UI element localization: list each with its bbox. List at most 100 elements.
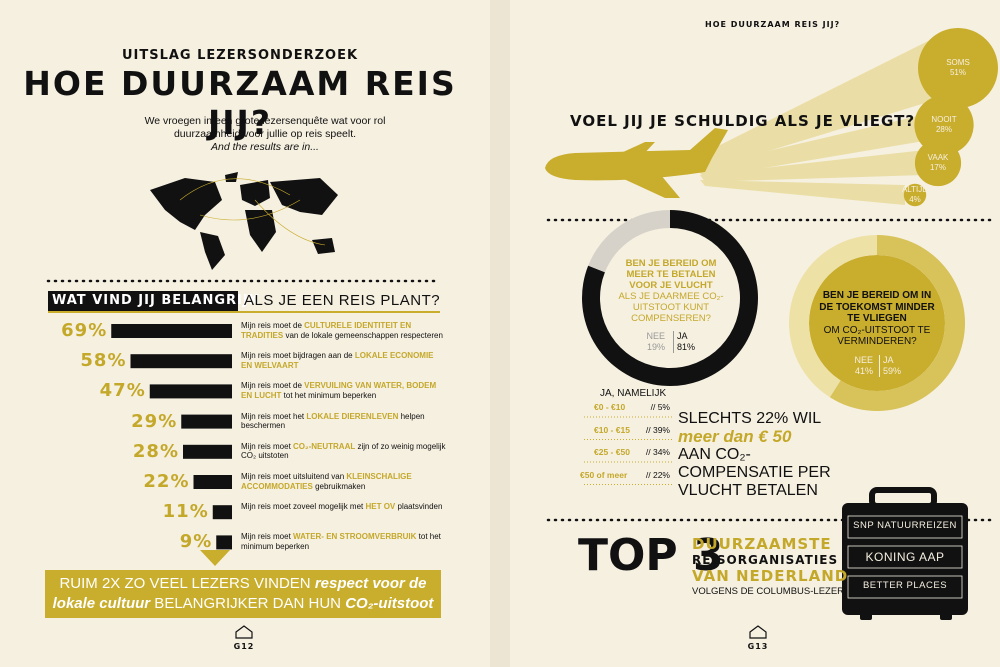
banner — [45, 570, 441, 618]
gutter — [490, 0, 510, 667]
ranking-box — [847, 545, 963, 569]
text: Mijn reis moet het — [241, 411, 307, 421]
bar — [181, 414, 232, 429]
pay-yes-value: 81% — [677, 342, 696, 352]
bubble-value: 28% — [935, 125, 952, 134]
range: €10 - €15 — [594, 424, 630, 435]
range: €0 - €10 — [594, 402, 626, 412]
emphasis: respect voor de lokale cultuur — [52, 575, 427, 612]
text: RUIM 2X ZO VEEL LEZERS VINDEN — [59, 575, 315, 592]
bubble-label: ALTIJD 4% — [885, 185, 945, 205]
range-value: // 5% — [650, 402, 670, 412]
bubble — [914, 95, 974, 155]
text: Mijn reis moet de — [241, 381, 305, 391]
fly-no: NEE 41% — [845, 355, 873, 377]
pay-no-value: 19% — [646, 342, 665, 352]
pay-question: BEN JE BEREID OM MEER TE BETALEN VOOR JE… — [615, 258, 727, 324]
header: HOE DUURZAAM REIS JIJ? — [705, 20, 841, 29]
pay-no-label: NEE — [646, 331, 665, 341]
kicker: UITSLAG LEZERSONDERZOEK — [121, 48, 359, 63]
pay-question-bold: BEN JE BEREID OM MEER TE BETALEN VOOR JE… — [625, 258, 717, 291]
item-text: Mijn reis moet de CULTURELE IDENTITEIT E… — [241, 321, 446, 340]
item-text: Mijn reis moet de VERVUILING VAN WATER, … — [241, 381, 446, 400]
suitcase — [842, 487, 968, 620]
ranking-box — [847, 575, 963, 599]
bubble-name: VAAK — [927, 153, 949, 162]
percent-label: 69% — [61, 320, 108, 341]
top3-line2: REISORGANISATIES — [692, 553, 839, 567]
conclusion: RUIM 2X ZO VEEL LEZERS VINDEN respect vo… — [52, 574, 434, 614]
fly-no-label: NEE — [854, 355, 873, 365]
page-number: G12 — [233, 642, 255, 651]
bubble-label: NOOIT 28% — [914, 115, 974, 135]
bar — [130, 354, 232, 369]
fly-yes: JA 59% — [879, 355, 901, 377]
pay-no: NEE 19% — [640, 331, 665, 353]
top3-line4: VOLGENS DE COLUMBUS-LEZER — [692, 586, 845, 597]
text: van de lokale gemeenschappen respecteren — [283, 330, 443, 340]
highlight: LOKALE ECONOMIE EN WELVAART — [241, 351, 434, 370]
percent-label: 28% — [132, 440, 179, 462]
intro-italic: And the results are in... — [211, 141, 319, 153]
title: HOE DUURZAAM REIS JIJ? — [23, 64, 457, 142]
donut-no — [789, 235, 877, 398]
emphasis: meer dan € 50 — [678, 427, 792, 446]
bubble-value: 4% — [909, 195, 921, 204]
ranking-box — [847, 515, 963, 539]
bubble-name: ALTIJD — [901, 185, 929, 194]
guilt-question: VOEL JIJ JE SCHULDIG ALS JE VLIEGT? — [570, 112, 916, 130]
text: helpen beschermen — [241, 411, 425, 431]
range-value: // 22% — [645, 469, 670, 480]
bar — [216, 535, 232, 550]
header-bar — [48, 291, 238, 311]
logo — [235, 625, 253, 639]
text: Mijn reis moet — [241, 532, 294, 542]
donut-no — [588, 210, 670, 273]
text: tot het minimum beperken — [281, 390, 377, 400]
donut-yes — [829, 235, 966, 411]
bubble — [903, 183, 927, 207]
percent-label: 58% — [80, 350, 127, 372]
percent-label: 47% — [99, 380, 146, 402]
fly-no-value: 41% — [854, 366, 873, 376]
pay-yes-label: JA — [677, 331, 688, 341]
top3-line1: DUURZAAMSTE — [692, 535, 832, 553]
text: Mijn reis moet bijdragen aan de — [241, 351, 355, 361]
item-text: Mijn reis moet CO₂-NEUTRAAL zijn of zo w… — [241, 442, 446, 461]
beams — [690, 40, 935, 205]
fly-yes-value: 59% — [883, 366, 902, 376]
percent-label: 11% — [162, 501, 209, 523]
bubble-value: 17% — [929, 163, 946, 172]
text: Mijn reis moet de — [241, 321, 305, 330]
ranking-item: BETTER PLACES — [862, 580, 948, 591]
fly-question-rest: OM CO₂-UITSTOOT TE VERMINDEREN? — [823, 324, 931, 348]
donut-center — [809, 255, 945, 391]
text: BELANGRIJKER DAN HUN — [150, 595, 346, 612]
intro-text: We vroegen in een grote lezersenquête wa… — [144, 115, 386, 140]
text: Mijn reis moet — [241, 441, 294, 451]
intro: We vroegen in een grote lezersenquête wa… — [130, 115, 400, 154]
bar — [212, 505, 232, 520]
range-value: // 39% — [645, 424, 670, 435]
item-text: Mijn reis moet het LOKALE DIERENLEVEN he… — [241, 412, 446, 431]
pay-yes: JA 81% — [673, 331, 695, 353]
highlight: CULTURELE IDENTITEIT EN TRADITIES — [241, 321, 412, 340]
item-text: Mijn reis moet zoveel mogelijk met HET O… — [241, 502, 446, 512]
text: plaatsvinden — [395, 502, 443, 512]
text: tot het minimum beperken — [241, 532, 441, 551]
pay-question-rest: ALS JE DAARMEE CO₂-UITSTOOT KUNT COMPENS… — [618, 291, 724, 324]
bar — [111, 324, 232, 338]
fly-yes-label: JA — [883, 355, 894, 365]
emphasis: CO₂-uitstoot — [345, 595, 434, 612]
range: €25 - €50 — [594, 447, 630, 457]
ranking-item: SNP NATUURREIZEN — [853, 520, 957, 531]
world-map — [150, 172, 338, 270]
text: SLECHTS 22% WIL — [678, 410, 822, 427]
top3-line3: VAN NEDERLAND — [692, 567, 849, 585]
highlight: VERVUILING VAN WATER, BODEM EN LUCHT — [241, 381, 437, 400]
breakdown-title: JA, NAMELIJK — [600, 388, 667, 399]
ranking-item: KONING AAP — [865, 550, 945, 564]
text: zijn of zo weinig mogelijk CO₂ uitstoten — [241, 441, 446, 461]
item-text: Mijn reis moet uitsluitend van KLEINSCHA… — [241, 472, 446, 491]
